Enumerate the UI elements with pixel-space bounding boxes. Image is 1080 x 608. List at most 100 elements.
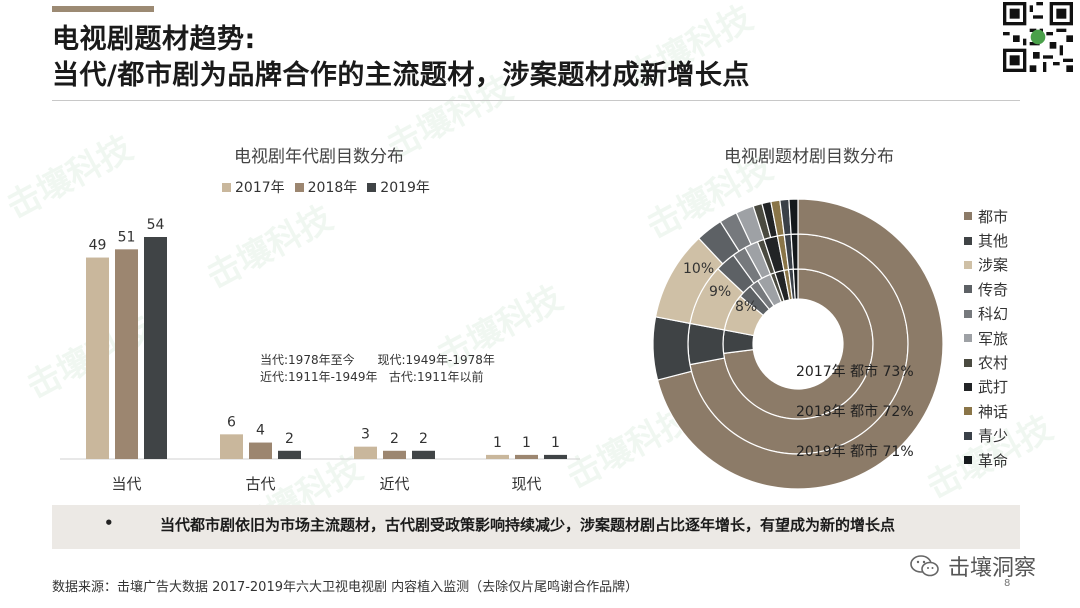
legend-label: 革命: [978, 451, 1009, 470]
bar-value-label: 1: [522, 435, 531, 451]
donut-slice: [687, 322, 726, 366]
era-note-line-2: 近代:1911年-1949年 古代:1911年以前: [260, 370, 484, 384]
legend-swatch: [964, 334, 972, 343]
legend-item: 武打: [964, 375, 1008, 399]
bar-value-label: 2: [419, 431, 428, 447]
donut-slice: [788, 198, 799, 235]
legend-label: 军旅: [978, 329, 1009, 348]
legend-item: 科幻: [964, 302, 1008, 326]
bar: [544, 454, 567, 459]
legend-swatch: [964, 456, 972, 465]
legend-swatch: [367, 182, 377, 192]
donut-chart-legend: 都市其他涉案传奇科幻军旅农村武打神话青少革命: [964, 204, 1008, 472]
wechat-icon: [910, 555, 939, 577]
legend-label: 神话: [978, 402, 1009, 421]
category-label: 当代: [111, 475, 141, 493]
bar: [115, 249, 138, 459]
bar-value-label: 4: [256, 423, 265, 439]
legend-swatch: [964, 358, 972, 367]
bar-chart-plot: 49 51 54 当代 6 4 2 古代 3 2 2 近代 1 1 1 现代: [60, 217, 580, 493]
legend-label: 2019年: [380, 180, 430, 196]
donut-chart-title: 电视剧题材剧目数分布: [724, 147, 894, 167]
bar: [278, 450, 301, 459]
header-divider: [52, 100, 1020, 101]
legend-item: 农村: [964, 350, 1008, 374]
bar-value-label: 51: [118, 229, 136, 245]
legend-item: 军旅: [964, 326, 1008, 350]
bar-value-label: 49: [89, 238, 107, 254]
bar: [144, 237, 167, 459]
era-note-line-1: 当代:1978年至今 现代:1949年-1978年: [260, 353, 495, 367]
legend-item: 涉案: [964, 253, 1008, 277]
slice-label-2019-legal: 10%: [683, 261, 715, 277]
bar: [515, 454, 538, 459]
legend-swatch: [964, 407, 972, 416]
legend-item: 传奇: [964, 277, 1008, 301]
legend-label: 农村: [978, 354, 1009, 373]
legend-swatch: [964, 431, 972, 440]
legend-label: 科幻: [978, 305, 1009, 324]
summary-bullet: •: [104, 514, 114, 532]
bar-value-label: 3: [361, 427, 370, 443]
legend-label: 2017年: [235, 180, 285, 196]
bar-value-label: 54: [147, 217, 165, 233]
legend-swatch: [964, 260, 972, 269]
legend-item: 革命: [964, 448, 1008, 472]
legend-label: 都市: [978, 207, 1009, 226]
legend-label: 青少: [978, 427, 1009, 446]
legend-swatch: [964, 285, 972, 294]
bar: [486, 454, 509, 459]
bar-value-label: 6: [227, 414, 236, 430]
legend-item: 都市: [964, 204, 1008, 228]
legend-swatch: [964, 382, 972, 391]
bar: [354, 446, 377, 459]
legend-item-2017: 2017年: [222, 177, 285, 197]
bar: [86, 257, 109, 459]
bar-value-label: 1: [493, 435, 502, 451]
donut-ring-labels: 2017年 都市 73% 2018年 都市 72% 2019年 都市 71%: [796, 352, 914, 472]
brand-mark: 击壤洞察: [910, 550, 1036, 582]
slice-label-2017-legal: 8%: [735, 299, 758, 315]
ring-label-2019: 2019年 都市 71%: [796, 444, 914, 460]
legend-label: 涉案: [978, 256, 1009, 275]
qr-code-icon: [1003, 2, 1073, 72]
bar: [383, 450, 406, 459]
legend-item: 青少: [964, 424, 1008, 448]
legend-swatch: [964, 212, 972, 221]
legend-item: 神话: [964, 399, 1008, 423]
bar-value-label: 1: [551, 435, 560, 451]
legend-item-2019: 2019年: [367, 177, 430, 197]
title-line-1: 电视剧题材趋势:: [52, 24, 256, 55]
page-title: 电视剧题材趋势: 当代/都市剧为品牌合作的主流题材，涉案题材成新增长点: [52, 22, 750, 94]
donut-chart: [652, 198, 944, 490]
legend-label: 武打: [978, 378, 1009, 397]
data-source: 数据来源：击壤广告大数据 2017-2019年六大卫视电视剧 内容植入监测（去除…: [52, 580, 639, 595]
bar-chart-legend: 2017年 2018年 2019年: [222, 177, 430, 197]
bar: [249, 442, 272, 459]
legend-swatch: [222, 182, 231, 192]
legend-item-2018: 2018年: [294, 177, 358, 197]
category-label: 古代: [245, 475, 275, 493]
bar-chart-title: 电视剧年代剧目数分布: [234, 147, 404, 167]
ring-label-2017: 2017年 都市 73%: [796, 364, 914, 380]
bar: [220, 434, 243, 459]
ring-label-2018: 2018年 都市 72%: [796, 404, 914, 420]
summary-text: 当代都市剧依旧为市场主流题材，古代剧受政策影响持续减少，涉案题材剧占比逐年增长，…: [160, 516, 896, 534]
legend-swatch: [294, 182, 304, 192]
brand-name: 击壤洞察: [948, 556, 1037, 581]
category-label: 近代: [379, 475, 409, 493]
page-number: 8: [1004, 578, 1011, 589]
legend-item: 其他: [964, 228, 1008, 252]
bar-value-label: 2: [390, 431, 399, 447]
donut-slice: [652, 316, 693, 381]
title-line-2: 当代/都市剧为品牌合作的主流题材，涉案题材成新增长点: [52, 60, 750, 91]
bar-value-label: 2: [285, 431, 294, 447]
donut-slice: [656, 198, 944, 490]
legend-label: 其他: [978, 232, 1009, 251]
legend-swatch: [964, 236, 972, 245]
legend-label: 传奇: [978, 280, 1009, 299]
era-definition-note: 当代:1978年至今 现代:1949年-1978年 近代:1911年-1949年…: [260, 352, 495, 386]
bar: [412, 450, 435, 459]
legend-label: 2018年: [307, 180, 358, 196]
slice-label-2018-legal: 9%: [709, 284, 732, 300]
